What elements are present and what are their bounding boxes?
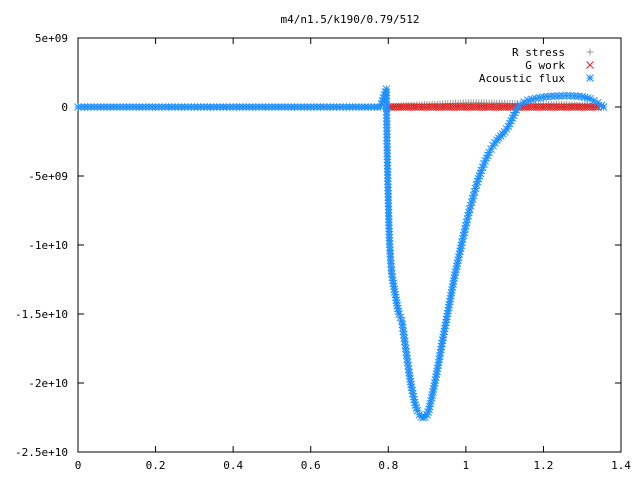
- data-point: [431, 376, 440, 384]
- series-acoustic-flux: [74, 85, 608, 422]
- data-point: [453, 259, 462, 268]
- data-point: [531, 94, 540, 103]
- x-tick-label: 0: [75, 459, 82, 472]
- data-point: [508, 114, 517, 122]
- legend-marker: [586, 74, 594, 82]
- data-point: [527, 95, 536, 104]
- x-tick-label: 1.2: [533, 459, 553, 472]
- legend-marker: [586, 48, 594, 56]
- data-point: [413, 406, 422, 415]
- data-point: [599, 103, 608, 111]
- legend-label: Acoustic flux: [479, 72, 565, 85]
- x-tick-label: 0.6: [301, 459, 321, 472]
- x-tick-label: 0.2: [146, 459, 166, 472]
- legend-label: G work: [525, 59, 565, 72]
- x-tick-label: 0.8: [378, 459, 398, 472]
- data-point: [388, 273, 397, 282]
- series-layer: [74, 85, 608, 422]
- data-point: [437, 345, 445, 354]
- chart-title: m4/n1.5/k190/0.79/512: [280, 13, 419, 26]
- legend-marker: [586, 61, 594, 69]
- x-tick-label: 1: [463, 459, 470, 472]
- x-tick-label: 1.4: [611, 459, 631, 472]
- y-tick-label: 0: [61, 101, 68, 114]
- y-tick-label: -2e+10: [28, 377, 68, 390]
- y-tick-label: -1e+10: [28, 239, 68, 252]
- y-tick-label: 5e+09: [35, 32, 68, 45]
- data-point: [395, 310, 403, 318]
- data-point: [450, 274, 459, 282]
- x-tick-label: 0.4: [223, 459, 243, 472]
- y-tick-label: -1.5e+10: [15, 308, 68, 321]
- y-tick-label: -2.5e+10: [15, 446, 68, 459]
- legend-label: R stress: [512, 46, 565, 59]
- data-point: [485, 148, 493, 157]
- axes: 0 0.2 0.4 0.6 0.8 1 1.2 1.4 5e+09 0 -5e+09 -1e+10 -1…: [15, 32, 631, 472]
- y-tick-label: -5e+09: [28, 170, 68, 183]
